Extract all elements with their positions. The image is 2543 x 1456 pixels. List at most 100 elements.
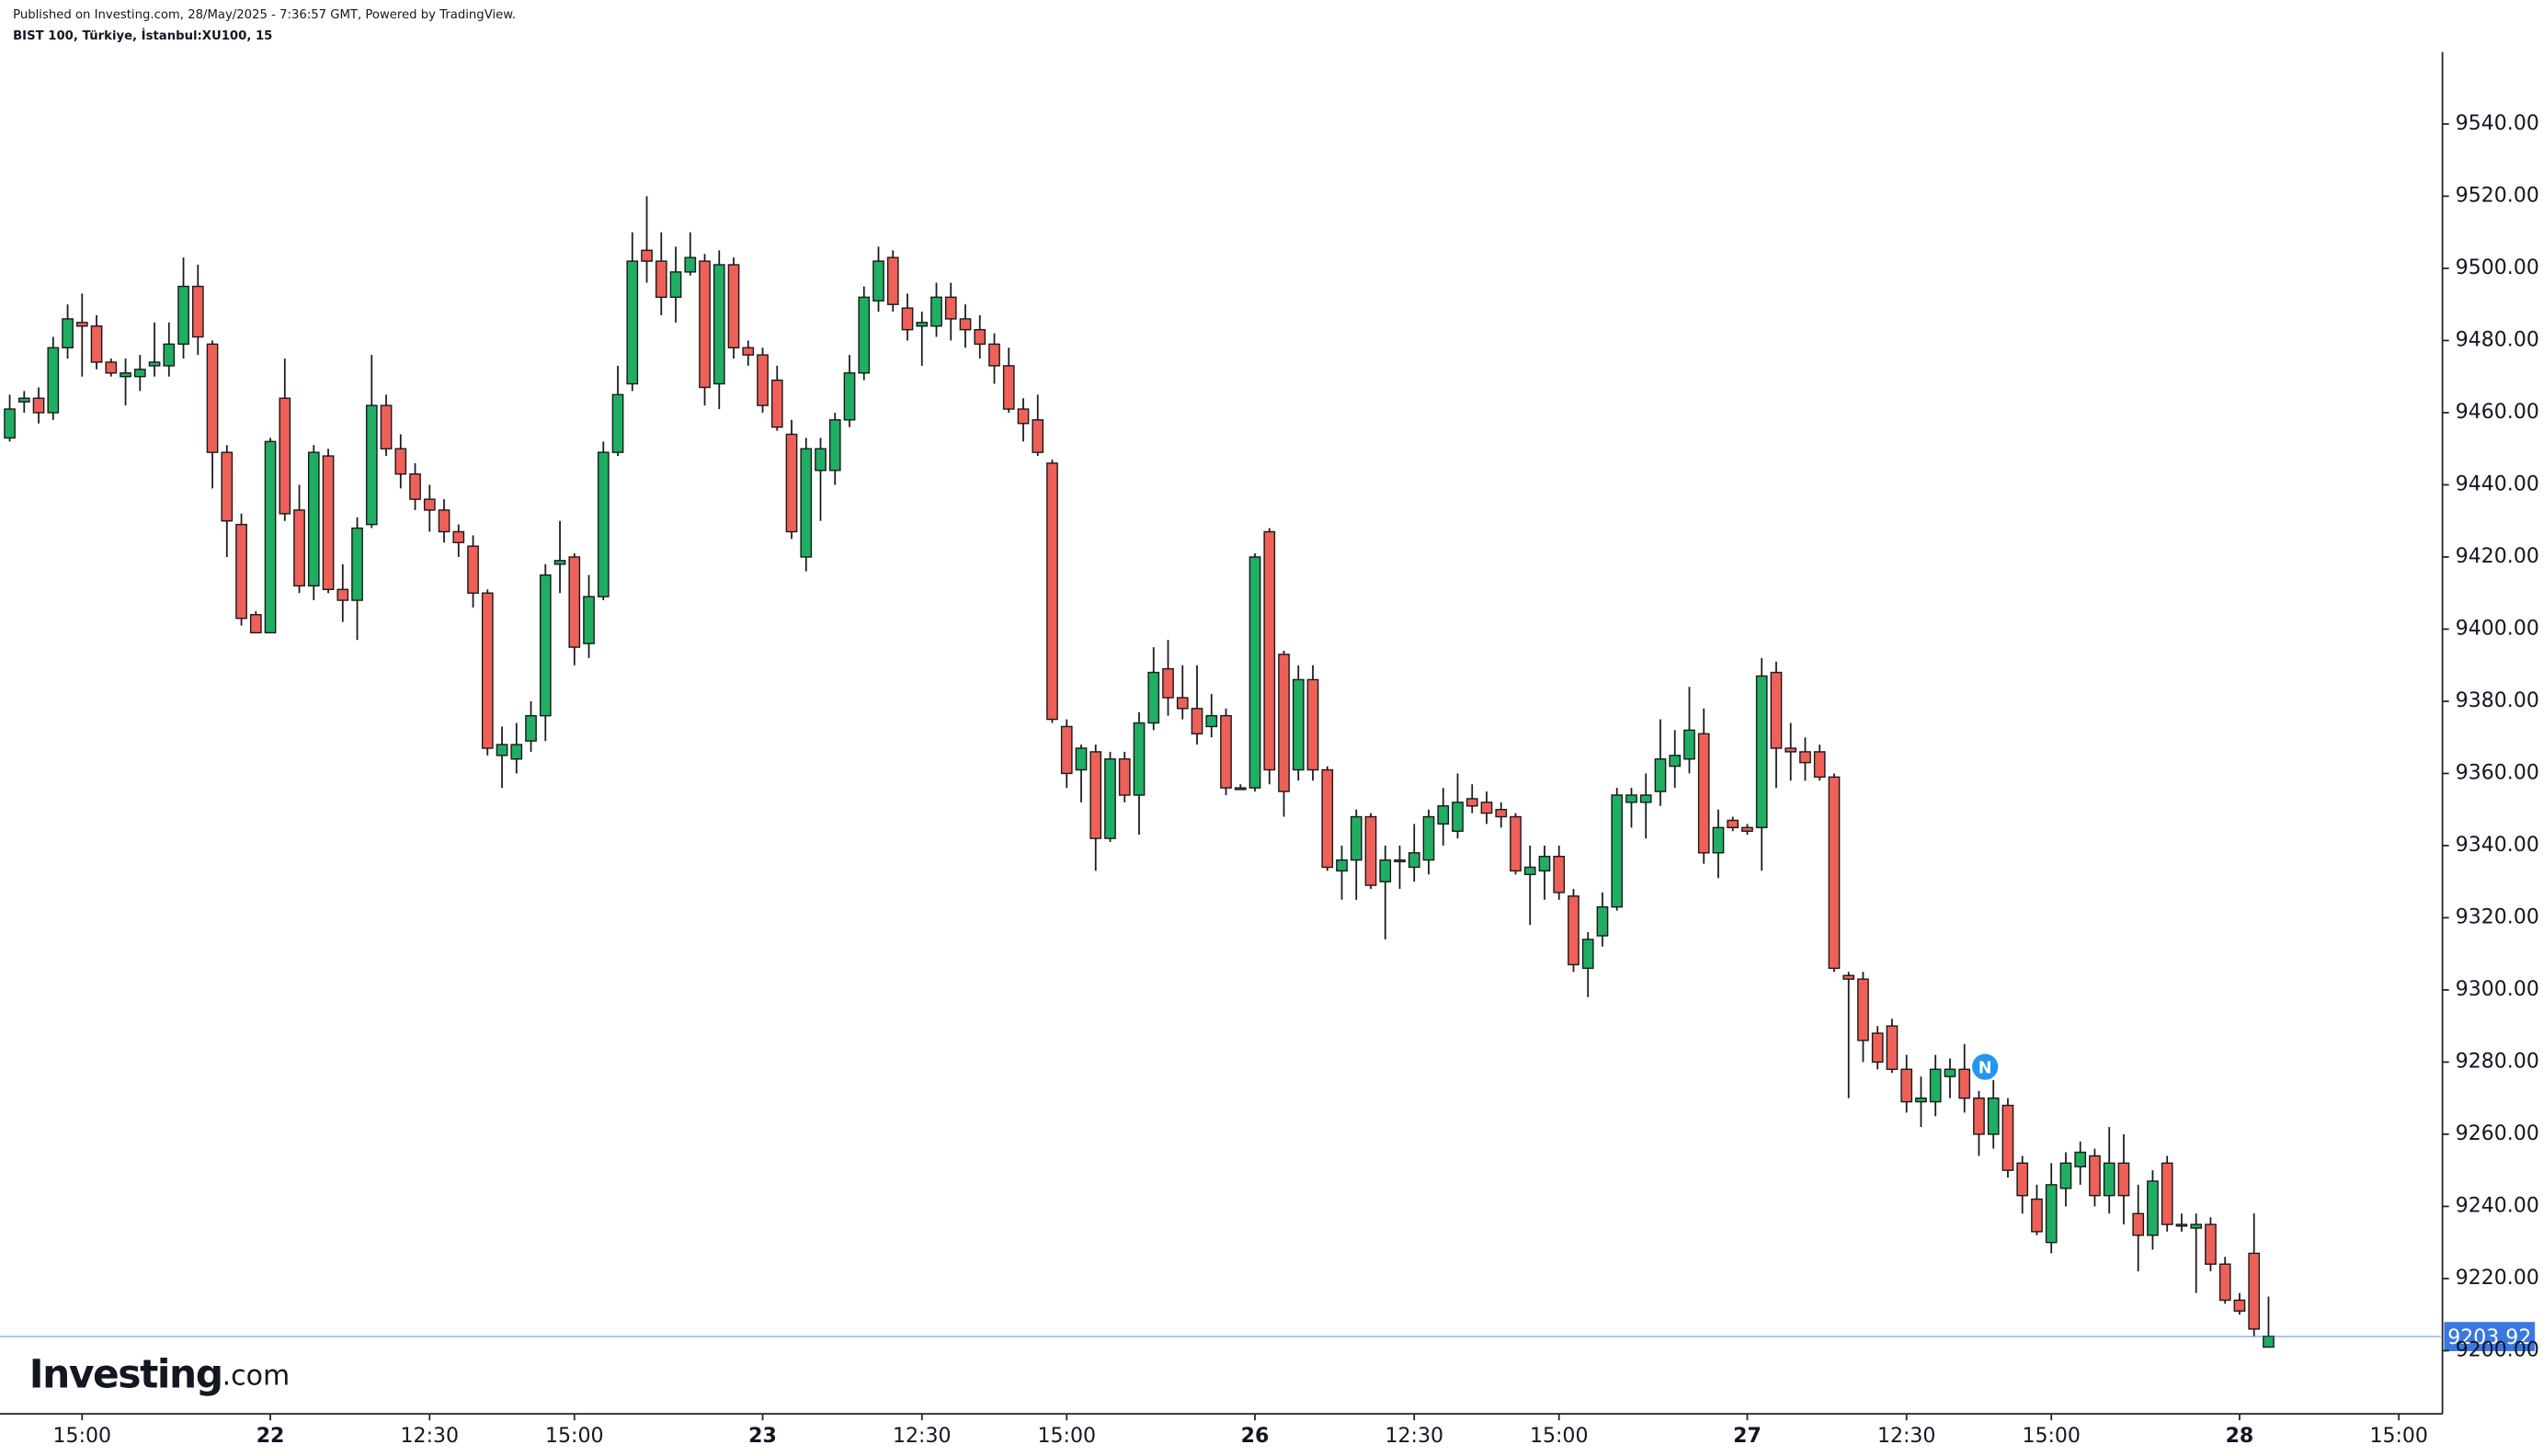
candle-body [1842,974,1855,980]
candle-body [1900,1068,1913,1103]
candle-body [944,296,957,320]
candle-body [583,596,595,644]
candle-body [641,249,653,262]
news-marker[interactable] [1972,1053,1999,1080]
candle-body [235,523,247,620]
candle-body [1220,714,1232,789]
candle-body [770,379,783,428]
x-tick-label: 26 [1241,1425,1270,1448]
candle-body [293,509,305,587]
y-tick-label: 9420.00 [2456,545,2539,568]
candle-body [1654,758,1667,792]
y-tick-label: 9240.00 [2456,1194,2539,1217]
candle-body [1278,654,1290,792]
candle-body [409,472,421,500]
candle-body [2059,1162,2072,1189]
candle-body [1075,747,1088,771]
candle-body [336,588,349,601]
candle-body [553,560,566,565]
candle-body [438,509,450,533]
candle-body [1523,866,1536,876]
candle-body [655,260,667,299]
candle-body [1785,747,1797,753]
published-note: Published on Investing.com, 28/May/2025 … [13,8,516,22]
candle-body [17,397,30,403]
candle-body [1581,938,1594,970]
x-tick-label: 15:00 [53,1425,112,1448]
candle-body [1929,1068,1942,1103]
candle-body [1162,667,1174,699]
candle-body [539,574,552,717]
candle-body [47,347,60,414]
candle-body [1002,365,1015,410]
candle-body [1032,419,1044,453]
candle-body [1553,856,1566,893]
y-tick-label: 9440.00 [2456,472,2539,495]
candle-body [1973,1097,1985,1135]
candle-body [1408,852,1420,869]
candle-body [90,325,103,363]
candle-body [930,296,942,327]
candle-body [1437,805,1450,825]
candle-body [2016,1162,2029,1197]
candle-body [1379,859,1392,882]
candle-body [177,285,189,346]
y-tick-label: 9460.00 [2456,401,2539,424]
candle-body [221,451,234,522]
candle-body [279,397,291,515]
candle-body [1465,798,1478,807]
candle-body [959,318,972,331]
candle-body [916,322,929,327]
candle-body [1306,678,1319,771]
candle-body [1611,794,1624,908]
candle-body [1639,794,1652,803]
candle-body [2132,1212,2145,1236]
candle-body [1944,1068,1956,1077]
x-tick-label: 12:30 [401,1425,460,1448]
logo-main: Investing [29,1351,222,1396]
candle-body [828,419,841,472]
candle-body [1104,758,1116,839]
candle-body [1017,408,1030,425]
candle-body [597,451,610,597]
overlay: 9203.92 [0,1322,2536,1351]
candle-body [1697,733,1710,854]
candle-body [264,440,277,634]
x-tick-label: 15:00 [1530,1425,1589,1448]
y-tick-label: 9320.00 [2456,905,2539,928]
x-tick-label: 15:00 [1038,1425,1097,1448]
last-price-box [2444,1322,2536,1351]
candle-body [1147,671,1160,724]
candle-body [191,285,204,338]
candle-body [1422,815,1435,861]
candle-body [727,264,740,349]
candle-body [1683,729,1695,760]
candle-body [2074,1151,2087,1167]
x-tick-label: 12:30 [893,1425,952,1448]
candle-body [1452,802,1464,832]
candle-body [1060,725,1073,775]
candle-body [626,260,639,385]
candle-body [1727,819,1739,829]
chart-title: BIST 100, Türkiye, İstanbul:XU100, 15 [13,28,272,43]
candle-body [1046,462,1058,721]
candle-body [351,527,363,601]
y-tick-label: 9260.00 [2456,1122,2539,1145]
y-tick-label: 9520.00 [2456,184,2539,207]
y-tick-label: 9540.00 [2456,112,2539,135]
x-tick-label: 23 [748,1425,777,1448]
candle-body [2190,1223,2203,1229]
x-tick-label: 15:00 [2369,1425,2428,1448]
y-tick-label: 9200.00 [2456,1338,2539,1361]
candle-body [1958,1068,1971,1099]
y-tick-label: 9500.00 [2456,256,2539,279]
candle-body [1191,708,1203,734]
candle-body [785,433,798,533]
candle-body [974,328,986,346]
candle-body [423,498,436,511]
candle-body [322,455,335,590]
candle-body [467,545,479,594]
candle-body [2233,1299,2246,1312]
candle-body [872,260,884,301]
